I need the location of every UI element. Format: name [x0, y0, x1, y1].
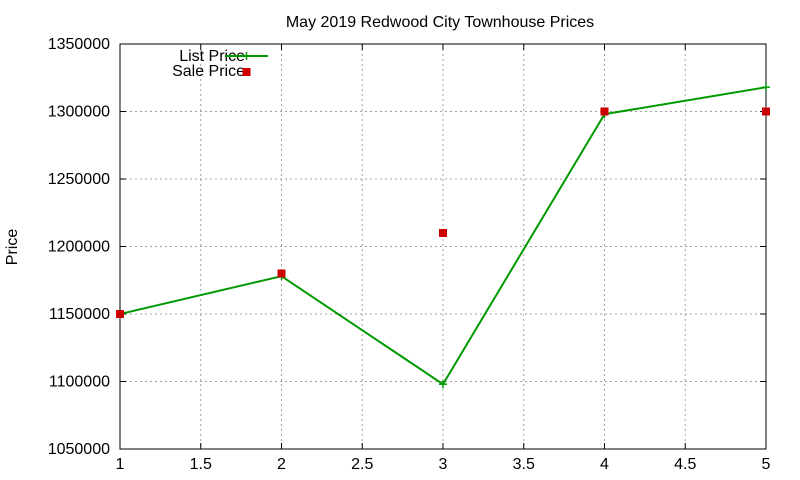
data-point-s1-1	[277, 269, 286, 278]
legend-marker-0	[242, 52, 251, 60]
tick-labels: 1 1.5 2 2.5 3 3.5 4 4.5 5 1050000 1100000 1150000 12…	[48, 36, 771, 473]
legend-label-0: List Price	[179, 48, 245, 65]
data-point-s1-3	[600, 107, 609, 116]
data-point-s1-4	[762, 107, 770, 116]
legend-label-1: Sale Price	[172, 63, 245, 80]
x-tick-label-4: 3	[439, 456, 448, 473]
y-tick-label-1: 1100000	[49, 374, 110, 391]
x-tick-label-6: 4	[600, 456, 609, 473]
x-tick-label-3: 2.5	[351, 456, 373, 473]
series-1	[116, 107, 770, 318]
data-point-s0-2	[439, 380, 447, 389]
x-tick-label-7: 4.5	[674, 456, 696, 473]
series-layer	[116, 83, 770, 389]
grid-lines	[120, 44, 766, 449]
y-axis-label: Price	[4, 229, 21, 266]
y-tick-label-5: 1300000	[48, 104, 110, 121]
data-point-s1-0	[116, 310, 124, 318]
x-tick-label-5: 3.5	[513, 456, 535, 473]
y-tick-label-6: 1350000	[48, 36, 110, 53]
legend-marker-1	[242, 68, 251, 76]
x-tick-label-2: 2	[277, 456, 286, 473]
data-point-s0-4	[762, 83, 770, 92]
data-point-s1-2	[439, 229, 447, 237]
x-tick-label-1: 1.5	[190, 456, 212, 473]
y-tick-label-2: 1150000	[49, 306, 110, 323]
axes	[119, 43, 767, 450]
x-tick-label-0: 1	[116, 456, 125, 473]
chart-title: May 2019 Redwood City Townhouse Prices	[286, 14, 594, 31]
y-tick-label-3: 1200000	[48, 239, 110, 256]
y-tick-label-4: 1250000	[48, 171, 110, 188]
x-tick-label-8: 5	[762, 456, 771, 473]
y-tick-label-0: 1050000	[48, 441, 110, 458]
